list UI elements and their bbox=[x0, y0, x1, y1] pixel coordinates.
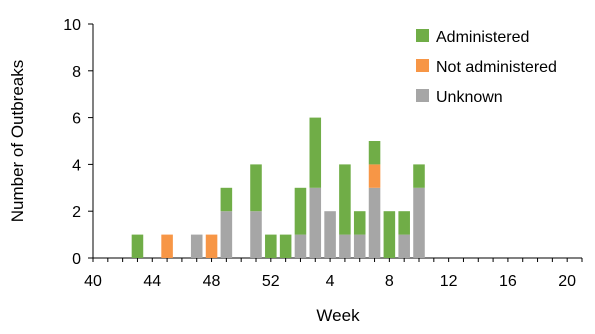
legend-label: Unknown bbox=[436, 89, 503, 106]
x-tick-label: 12 bbox=[440, 273, 458, 290]
x-tick-label: 4 bbox=[326, 273, 335, 290]
y-axis-label: Number of Outbreaks bbox=[8, 60, 27, 223]
x-axis: 40 44 48 52 4 8 12 16 20 bbox=[84, 257, 583, 290]
bar-segment bbox=[383, 211, 396, 258]
y-tick-label: 10 bbox=[63, 17, 81, 34]
bar-segment bbox=[220, 211, 233, 258]
x-tick-label: 44 bbox=[143, 273, 161, 290]
bar-segment bbox=[324, 211, 336, 258]
y-tick-label: 6 bbox=[72, 111, 81, 128]
bar-segment bbox=[220, 187, 233, 212]
bar-segment bbox=[368, 164, 381, 188]
y-tick-label: 2 bbox=[72, 204, 81, 221]
bar-segment bbox=[265, 234, 277, 258]
bar-segment bbox=[353, 234, 366, 258]
bar-segment bbox=[353, 211, 366, 235]
bar-segment bbox=[161, 234, 173, 258]
bars bbox=[131, 117, 425, 258]
x-tick-label: 20 bbox=[558, 273, 576, 290]
bar-segment bbox=[413, 164, 425, 188]
x-axis-label: Week bbox=[316, 306, 360, 325]
bar-segment bbox=[279, 234, 292, 258]
bar-segment bbox=[309, 187, 322, 258]
x-tick-label: 52 bbox=[262, 273, 280, 290]
y-tick-label: 4 bbox=[72, 157, 81, 174]
legend-swatch bbox=[416, 59, 429, 72]
bar-segment bbox=[294, 234, 307, 258]
bar-segment bbox=[205, 234, 218, 258]
legend-label: Administered bbox=[436, 29, 529, 46]
legend-label: Not administered bbox=[436, 59, 557, 76]
bar-segment bbox=[368, 141, 381, 165]
bar-segment bbox=[309, 117, 322, 188]
y-tick-label: 0 bbox=[72, 251, 81, 268]
x-tick-label: 48 bbox=[203, 273, 221, 290]
legend-swatch bbox=[416, 89, 429, 102]
bar-segment bbox=[339, 234, 351, 258]
bar-segment bbox=[413, 187, 425, 258]
bar-segment bbox=[190, 234, 203, 258]
bar-segment bbox=[368, 187, 381, 258]
bar-segment bbox=[339, 164, 351, 235]
bar-segment bbox=[250, 164, 262, 212]
y-tick-label: 8 bbox=[72, 64, 81, 81]
x-tick-label: 16 bbox=[499, 273, 517, 290]
bar-segment bbox=[398, 234, 410, 258]
x-tick-label: 8 bbox=[385, 273, 394, 290]
legend: Administered Not administered Unknown bbox=[416, 29, 557, 106]
bar-segment bbox=[131, 234, 144, 258]
x-tick-label: 40 bbox=[84, 273, 102, 290]
legend-swatch bbox=[416, 29, 429, 42]
bar-segment bbox=[250, 211, 262, 258]
bar-segment bbox=[294, 187, 307, 235]
bar-segment bbox=[398, 211, 410, 235]
y-axis: 0 2 4 6 8 10 bbox=[63, 17, 94, 268]
